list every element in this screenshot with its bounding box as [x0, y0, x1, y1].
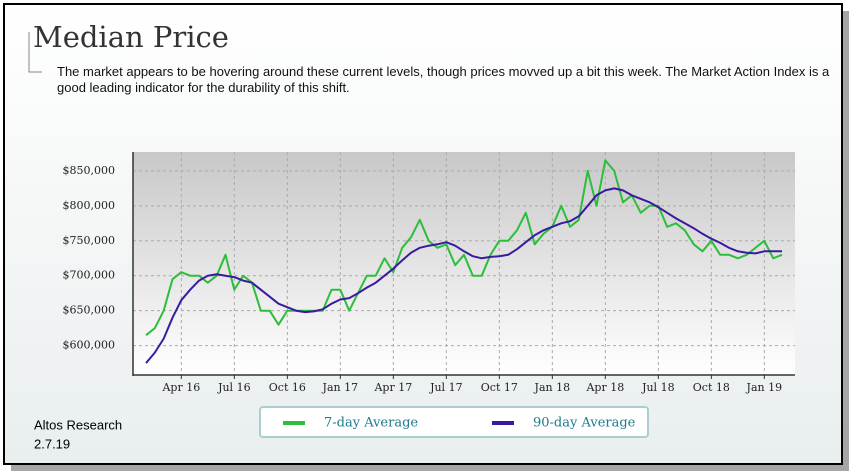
y-tick-label: $600,000 [63, 339, 116, 352]
x-tick-label: Oct 18 [693, 381, 730, 394]
x-tick-label: Jul 16 [217, 381, 251, 394]
x-tick-label: Apr 17 [373, 381, 412, 394]
legend-label: 90-day Average [533, 416, 636, 431]
x-tick-label: Jan 19 [746, 381, 783, 394]
y-tick-label: $700,000 [63, 269, 116, 282]
y-tick-label: $850,000 [63, 164, 116, 177]
x-tick-label: Jul 18 [641, 381, 675, 394]
description: The market appears to be hovering around… [57, 64, 830, 95]
footer-date: 2.7.19 [34, 436, 70, 451]
x-tick-label: Jan 17 [322, 381, 359, 394]
y-tick-label: $650,000 [63, 304, 116, 317]
x-tick-label: Jan 18 [534, 381, 571, 394]
x-tick-label: Apr 18 [585, 381, 624, 394]
series-line [145, 187, 782, 364]
decoration [28, 32, 42, 73]
legend-label: 7-day Average [324, 416, 418, 431]
x-tick-label: Apr 16 [161, 381, 200, 394]
y-tick-label: $750,000 [63, 234, 116, 247]
footer-source: Altos Research [34, 417, 122, 432]
x-tick-label: Oct 17 [481, 381, 518, 394]
y-tick-label: $800,000 [63, 199, 116, 212]
legend [259, 406, 649, 438]
x-tick-label: Oct 16 [269, 381, 306, 394]
x-tick-label: Jul 17 [429, 381, 463, 394]
plot-area [133, 152, 795, 375]
title: Median Price [33, 20, 229, 54]
